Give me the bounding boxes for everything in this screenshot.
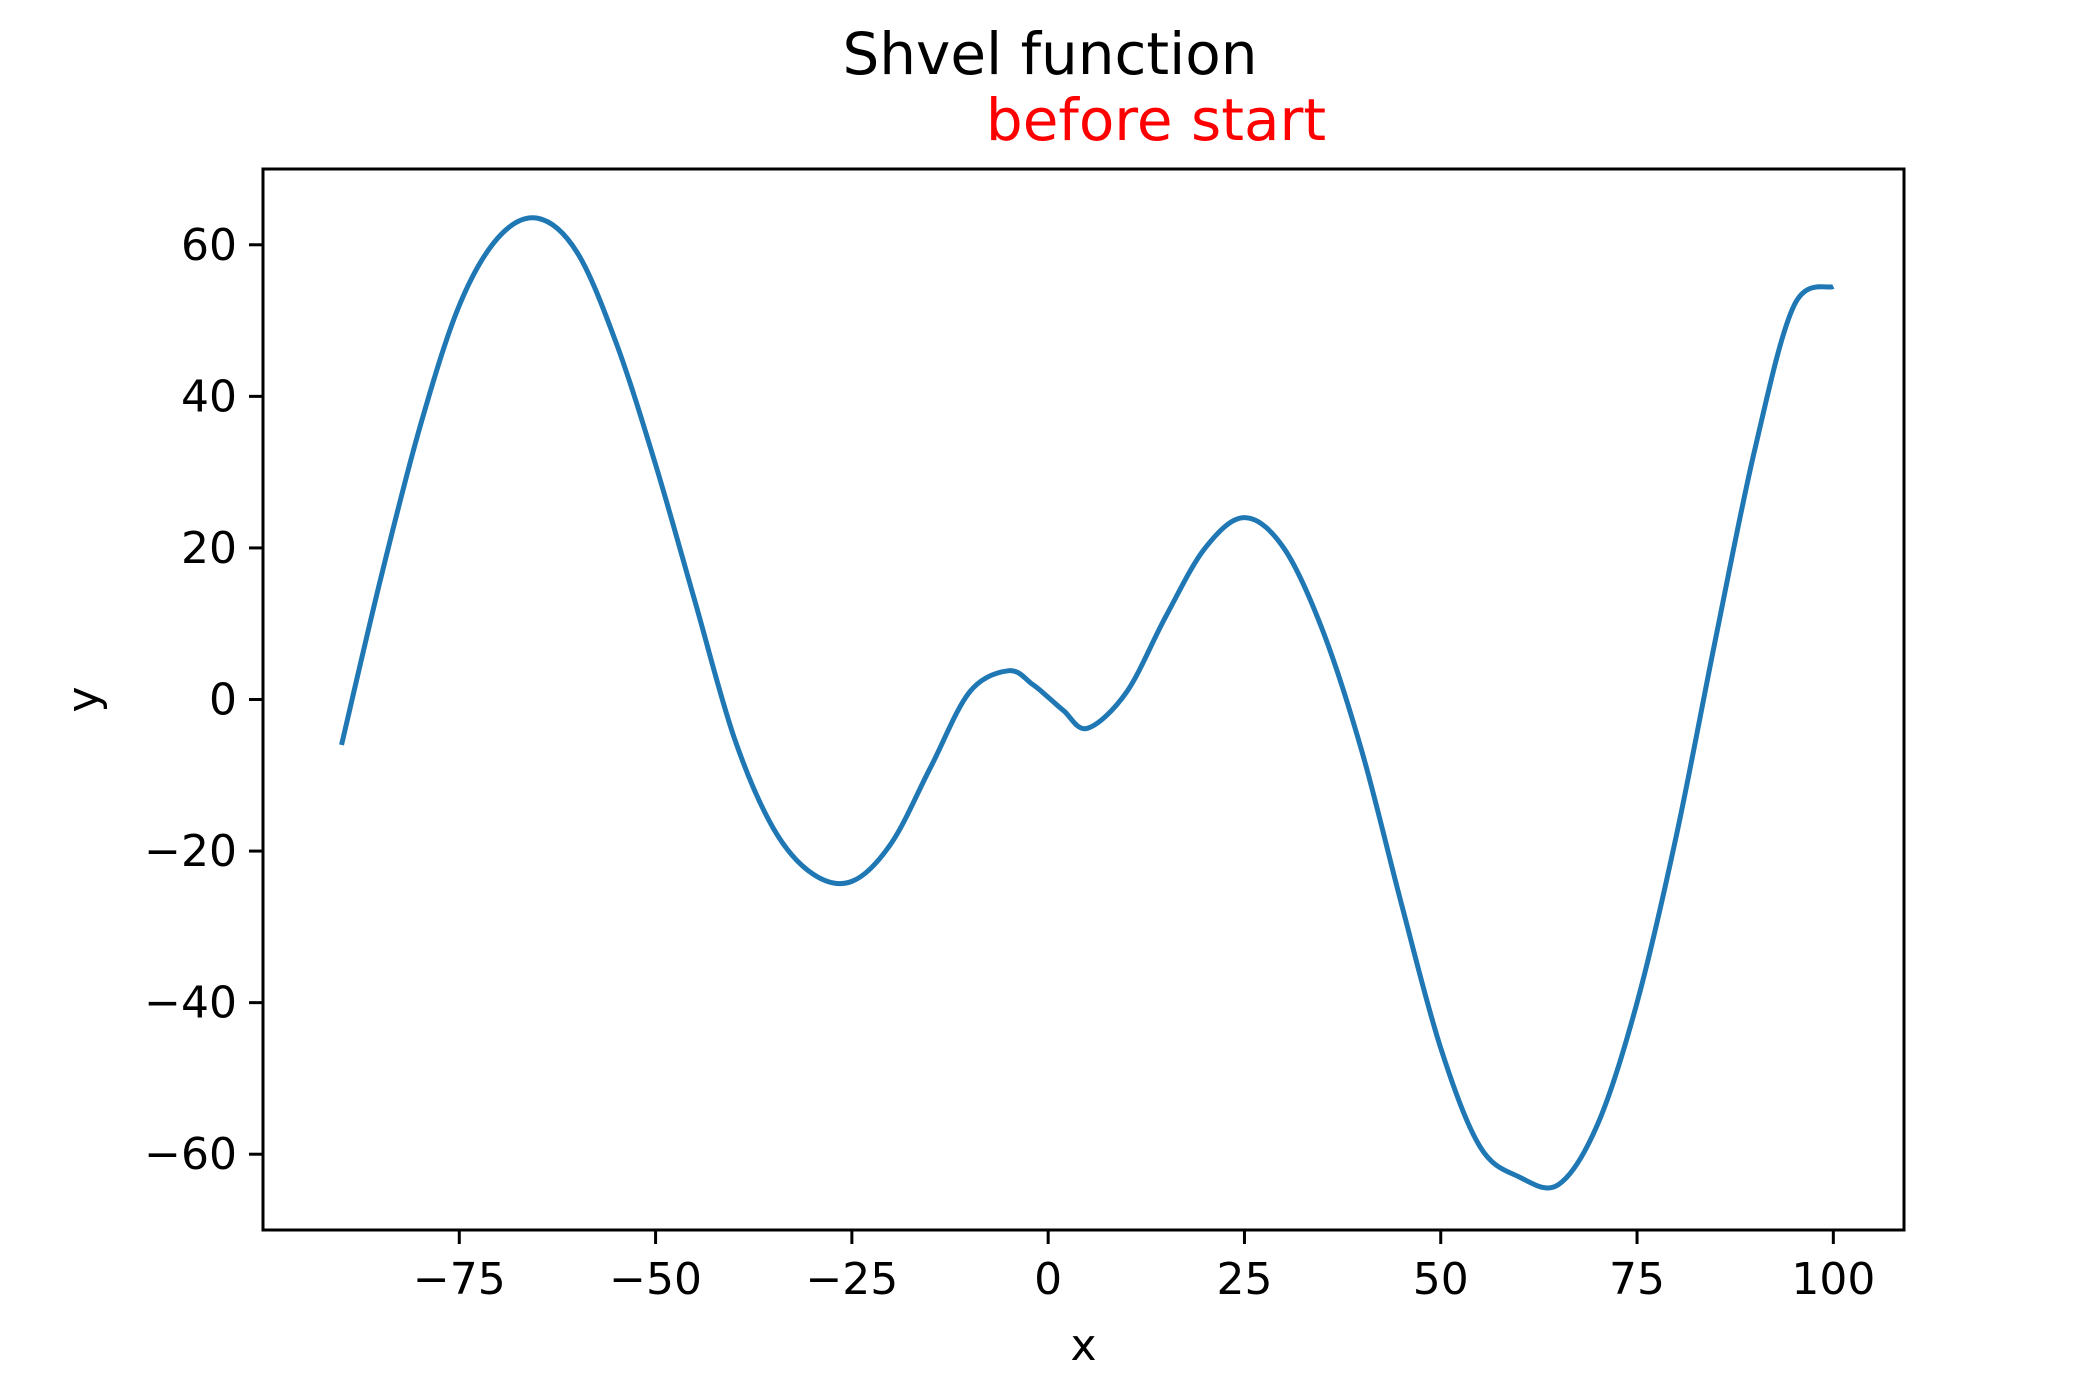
plot-area — [339, 215, 1835, 1191]
axes: −75 −50 −25 0 25 50 75 100 −60 −40 −20 0 20 40 60 x y — [58, 167, 1906, 1371]
x-tick-label: 50 — [1413, 1254, 1469, 1305]
x-tick-label: −75 — [413, 1254, 506, 1305]
y-tick-label: 20 — [181, 523, 237, 574]
series-line-0 — [339, 215, 1835, 1191]
x-tick-label: 0 — [1034, 1254, 1062, 1305]
chart-subtitle: before start — [985, 86, 1327, 154]
y-tick-label: −40 — [144, 978, 237, 1029]
x-tick-label: −25 — [805, 1254, 898, 1305]
x-axis-label: x — [1070, 1320, 1096, 1371]
y-tick-label: 0 — [209, 675, 237, 726]
x-tick-label: 75 — [1609, 1254, 1665, 1305]
y-tick-label: −60 — [144, 1129, 237, 1180]
y-tick-label: −20 — [144, 826, 237, 877]
x-tick-label: 25 — [1216, 1254, 1272, 1305]
x-tick-label: 100 — [1791, 1254, 1875, 1305]
axes-frame — [261, 167, 1906, 1232]
chart-title: Shvel function — [842, 20, 1258, 88]
y-tick-label: 60 — [181, 220, 237, 271]
y-tick-label: 40 — [181, 371, 237, 422]
x-tick-label: −50 — [609, 1254, 702, 1305]
y-axis-label: y — [58, 686, 109, 712]
